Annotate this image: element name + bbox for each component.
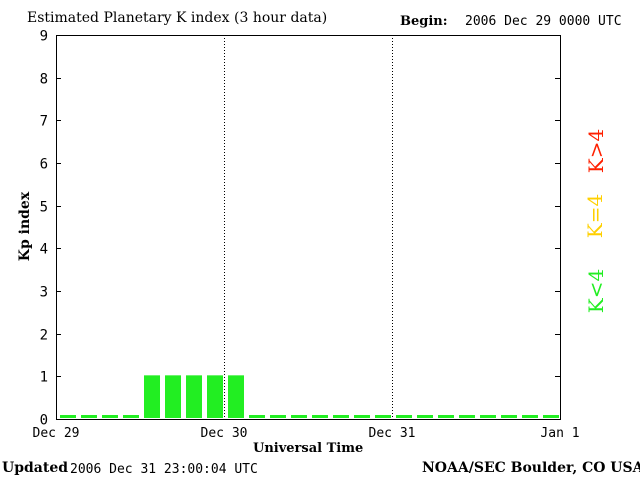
kp-bar <box>123 415 139 418</box>
source-label: NOAA/SEC Boulder, CO USA <box>422 460 640 476</box>
x-tick-label: Jan 1 <box>540 426 579 441</box>
kp-bar <box>165 375 181 418</box>
kp-bar <box>81 415 97 418</box>
kp-bar <box>396 415 412 418</box>
y-tick-label: 0 <box>40 413 48 429</box>
legend-k-greater-4: K>4 <box>584 128 609 174</box>
y-tick-label: 2 <box>40 328 48 344</box>
chart-title: Estimated Planetary K index (3 hour data… <box>27 10 328 26</box>
begin-value: 2006 Dec 29 0000 UTC <box>465 14 622 29</box>
kp-bar <box>60 415 76 418</box>
x-axis-label: Universal Time <box>253 441 364 456</box>
kp-bar <box>102 415 118 418</box>
kp-bar <box>501 415 517 418</box>
kp-bar <box>249 415 265 418</box>
bars-group <box>60 375 559 418</box>
y-tick-label: 3 <box>40 285 48 301</box>
y-tick-label: 4 <box>40 242 48 258</box>
updated-value: 2006 Dec 31 23:00:04 UTC <box>70 462 258 477</box>
kp-bar <box>543 415 559 418</box>
x-tick-label: Dec 31 <box>369 426 416 441</box>
y-tick-label: 7 <box>40 114 48 130</box>
plot-frame <box>56 35 561 420</box>
kp-bar <box>375 415 391 418</box>
kp-bar <box>228 375 244 418</box>
x-tick-label: Dec 29 <box>33 426 80 441</box>
y-tick-label: 8 <box>40 72 48 88</box>
kp-bar <box>270 415 286 418</box>
kp-bar <box>312 415 328 418</box>
legend-k-equal-4: K=4 <box>583 193 608 239</box>
kp-bar <box>417 415 433 418</box>
legend-k-less-4: K<4 <box>584 268 609 314</box>
kp-bar <box>144 375 160 418</box>
begin-label: Begin: <box>400 14 448 29</box>
updated-label: Updated <box>2 460 69 476</box>
kp-bar <box>354 415 370 418</box>
y-tick-label: 1 <box>40 370 48 386</box>
kp-bar <box>207 375 223 418</box>
kp-bar <box>186 375 202 418</box>
kp-bar <box>291 415 307 418</box>
y-axis-label: Kp index <box>17 191 34 262</box>
y-ticks: 0 1 2 3 4 5 6 7 8 9 <box>40 29 560 429</box>
y-tick-label: 9 <box>40 29 48 45</box>
kp-bar <box>438 415 454 418</box>
x-tick-label: Dec 30 <box>201 426 248 441</box>
day-gridlines <box>224 35 393 419</box>
y-tick-label: 6 <box>40 157 48 173</box>
kp-bar <box>480 415 496 418</box>
kp-bar <box>522 415 538 418</box>
y-tick-label: 5 <box>40 200 48 216</box>
kp-bar <box>333 415 349 418</box>
kp-bar <box>459 415 475 418</box>
x-ticks: Dec 29 Dec 30 Dec 31 Jan 1 <box>33 426 580 441</box>
